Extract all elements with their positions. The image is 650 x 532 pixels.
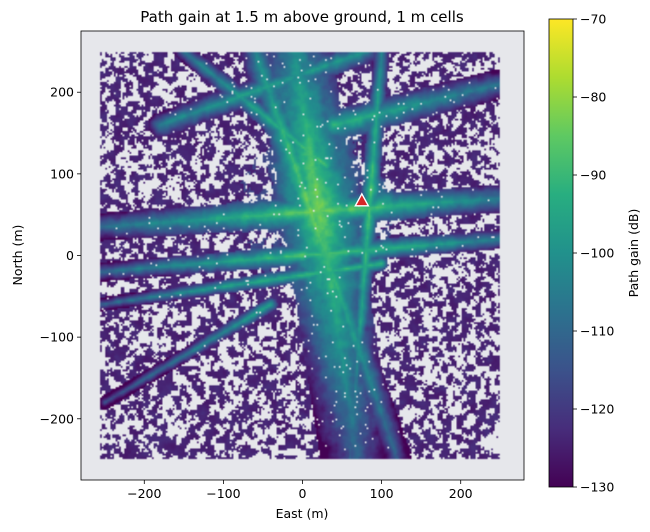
y-tick-label: 0 <box>66 248 74 263</box>
colorbar-tick-label: −110 <box>580 324 614 339</box>
y-tick-label: 100 <box>50 166 74 181</box>
y-tick-label: 200 <box>50 85 74 100</box>
colorbar-tick-label: −80 <box>580 90 606 105</box>
transmitter-layer <box>354 192 370 207</box>
colorbar-tick-label: −90 <box>580 168 606 183</box>
colorbar-gradient <box>548 18 574 488</box>
colorbar: −130 −120 −110 −100 −90 −80 −70 Path gain (dB) <box>548 12 641 495</box>
y-axis-label: North (m) <box>10 225 25 286</box>
colorbar-tick-label: −130 <box>580 480 614 495</box>
transmitter-marker <box>354 192 370 207</box>
colorbar-tick-label: −70 <box>580 12 606 27</box>
y-axis: −200 −100 0 100 200 <box>40 85 81 426</box>
colorbar-tick-label: −120 <box>580 402 614 417</box>
y-tick-label: −100 <box>40 330 74 345</box>
heatmap-image <box>81 31 524 480</box>
colorbar-ticks: −130 −120 −110 −100 −90 −80 −70 <box>573 12 614 495</box>
chart-title: Path gain at 1.5 m above ground, 1 m cel… <box>140 8 464 26</box>
colorbar-label: Path gain (dB) <box>626 209 641 298</box>
x-tick-label: −200 <box>127 486 161 501</box>
x-tick-label: 100 <box>370 486 394 501</box>
x-tick-label: 0 <box>299 486 307 501</box>
x-axis-label: East (m) <box>276 506 329 521</box>
x-axis: −200 −100 0 100 200 <box>127 480 473 501</box>
x-tick-label: 200 <box>449 486 473 501</box>
x-tick-label: −100 <box>206 486 240 501</box>
plot-area <box>80 30 525 481</box>
colorbar-tick-label: −100 <box>580 246 614 261</box>
y-tick-label: −200 <box>40 411 74 426</box>
